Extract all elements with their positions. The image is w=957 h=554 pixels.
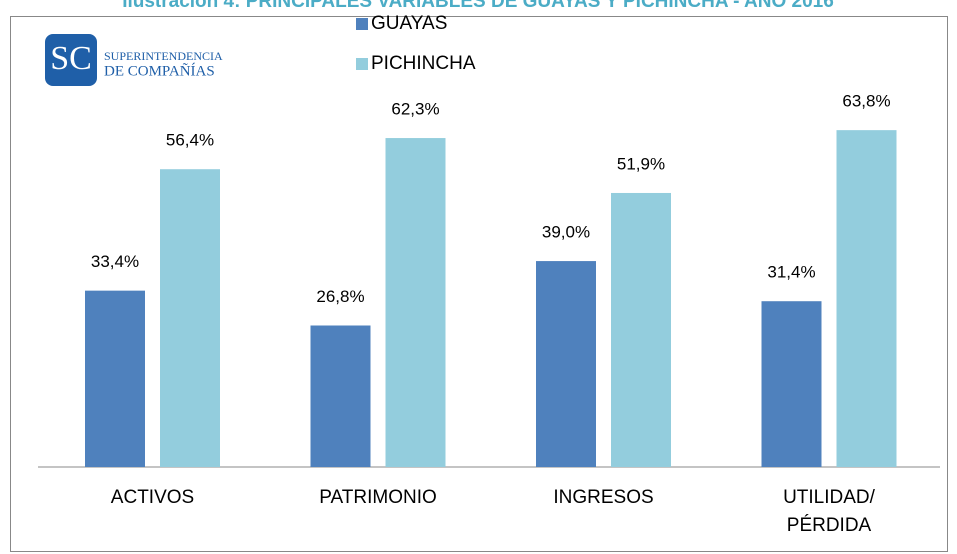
bar [385, 138, 446, 467]
data-label: 51,9% [617, 154, 665, 173]
frame [10, 16, 948, 552]
x-tick-label: UTILIDAD/ PÉRDIDA [783, 487, 875, 536]
bar [310, 325, 371, 467]
logo-text: SUPERINTENDENCIA [104, 49, 223, 63]
bar [761, 301, 822, 467]
logo-box [45, 34, 97, 86]
x-tick-label: PATRIMONIO [319, 487, 437, 508]
x-tick-label: INGRESOS [553, 487, 654, 508]
bar [160, 169, 220, 467]
bar [836, 130, 897, 468]
legend-label: PICHINCHA [371, 53, 476, 74]
legend-label: GUAYAS [371, 13, 447, 34]
data-label: 33,4% [91, 252, 139, 271]
data-label: 63,8% [842, 92, 890, 111]
logo-text: DE COMPAÑÍAS [104, 62, 215, 79]
data-label: 31,4% [767, 263, 815, 282]
data-label: 62,3% [391, 100, 439, 119]
legend-swatch [356, 18, 368, 30]
bar [536, 261, 596, 467]
data-label: 39,0% [542, 223, 590, 242]
data-label: 56,4% [166, 131, 214, 150]
logo-mark: SC [50, 40, 92, 77]
data-label: 26,8% [316, 287, 364, 306]
chart-title: Ilustración 4: PRINCIPALES VARIABLES DE … [122, 0, 834, 12]
bar [85, 290, 145, 467]
legend-swatch [356, 58, 368, 70]
logo: SC SUPERINTENDENCIA DE COMPAÑÍAS [45, 34, 223, 86]
x-tick-label: ACTIVOS [110, 487, 195, 508]
bar [611, 192, 671, 467]
